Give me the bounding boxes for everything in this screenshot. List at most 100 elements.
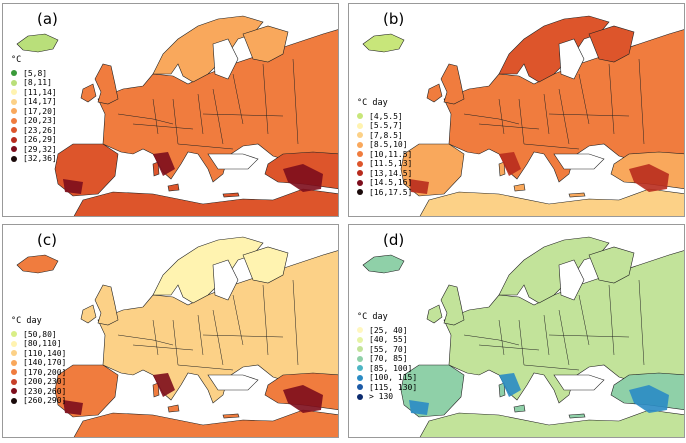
panel-label: (c) [37,231,57,249]
legend-range: [11,14] [23,87,57,97]
legend-swatch [11,331,17,338]
legend-item: [14.5,16] [357,178,412,188]
legend-swatch [11,397,17,404]
legend-range: [16,17.5] [369,187,413,197]
legend-range: [14,17] [23,97,57,106]
ireland-region [80,304,97,324]
legend-swatch [11,350,17,357]
legend-item: [200,230] [11,377,66,387]
legend-range: [115, 130] [369,382,418,392]
black-sea [207,374,259,391]
legend-swatch [357,355,363,362]
map-panel-c: (c) °C day [50,80] [80,110] [110,140] [140,17… [2,224,339,438]
country-borders [463,58,645,150]
map-panel-a: (a) °C [5,8] [8,11] [11,14] [14,17] [17,20] [20… [2,3,339,217]
legend-range: [50,80] [23,329,57,339]
legend-swatch [11,89,17,96]
country-borders [117,279,299,371]
iceland-region [362,33,405,53]
hot-spot-patch [629,164,669,192]
legend-swatch [11,98,17,105]
legend-item: [20,23] [11,116,57,126]
legend-swatch [357,160,363,167]
ireland-region [426,83,443,103]
north-africa-region [73,409,338,437]
sardinia-region [498,161,506,177]
legend-item: [55, 70] [357,345,417,355]
crete-region [568,413,586,419]
legend-range: [8,11] [23,78,52,87]
ireland-region [80,83,97,103]
legend-item: [230,260] [11,387,66,397]
legend-item: [260,290] [11,396,66,406]
legend: °C [5,8] [8,11] [11,14] [14,17] [17,20] [20,23… [11,55,57,164]
hot-spot-patch [409,400,429,415]
finland-region [242,25,289,63]
legend-range: [23,26] [23,125,57,135]
great-britain-region [440,284,465,326]
legend-swatch [11,79,17,86]
legend-item: [11.5,13] [357,159,412,169]
legend-range: [7,8.5] [369,130,403,140]
legend-swatch [11,117,17,124]
sicily-region [167,404,180,413]
legend-range: [29,32] [23,144,57,154]
sardinia-region [152,382,160,398]
legend-range: [8.5,10] [369,140,408,149]
north-africa-region [419,409,684,437]
crete-region [568,192,586,198]
legend-unit: °C day [357,312,388,322]
legend-range: [55, 70] [369,344,408,354]
legend-item: [26,29] [11,135,57,145]
hot-spot-patch [629,385,669,413]
legend-swatch [11,359,17,366]
panel-label: (d) [383,231,405,249]
baltic-sea [212,259,239,301]
legend: °C day [50,80] [80,110] [110,140] [140,170][… [11,316,67,406]
legend-swatch [11,340,17,347]
legend-swatch [11,146,17,153]
sardinia-region [498,382,506,398]
scandinavia-region [498,236,610,304]
hot-spot-patch [283,164,323,192]
hot-spot-patch [63,179,83,194]
country-borders [463,279,645,371]
legend-item: [115, 130] [357,383,417,393]
scandinavia-region [498,15,610,83]
legend-range: [85, 100] [369,363,413,373]
sicily-region [167,183,180,192]
legend-range: [170,200] [23,367,67,377]
panel-label: (b) [383,10,405,28]
hot-spot-patch [63,400,83,415]
baltic-sea [558,259,585,301]
legend-range: [14.5,16] [369,178,413,187]
legend-range: [100, 115] [369,373,418,382]
legend-unit: °C [11,55,22,65]
legend-item: [10,11.5] [357,150,412,160]
great-britain-region [94,63,119,105]
legend-swatch [11,136,17,143]
map-panel-d: (d) °C day [25, 40] [40, 55] [55, 70] [70, 85… [348,224,685,438]
legend-item: [7,8.5] [357,131,412,141]
great-britain-region [440,63,465,105]
great-britain-region [94,284,119,326]
legend-swatch [357,346,363,353]
legend-swatch [357,170,363,177]
hot-spot-patch [153,152,175,176]
legend-range: [140,170] [23,358,67,367]
legend-item: [4,5.5] [357,112,412,122]
europe-map-a [16,15,338,216]
legend-range: [11.5,13] [369,159,413,168]
legend-range: > 130 [369,392,394,401]
legend-item: [40, 55] [357,335,417,345]
legend-item: [110,140] [11,349,66,359]
legend-item: [170,200] [11,368,66,378]
sicily-region [513,183,526,192]
legend-range: [32,36] [23,154,57,163]
legend-swatch [357,393,363,400]
legend-swatch [357,189,363,196]
sicily-region [513,404,526,413]
legend-item: [17,20] [11,107,57,117]
legend-range: [26,29] [23,135,57,144]
legend-range: [10,11.5] [369,149,413,159]
